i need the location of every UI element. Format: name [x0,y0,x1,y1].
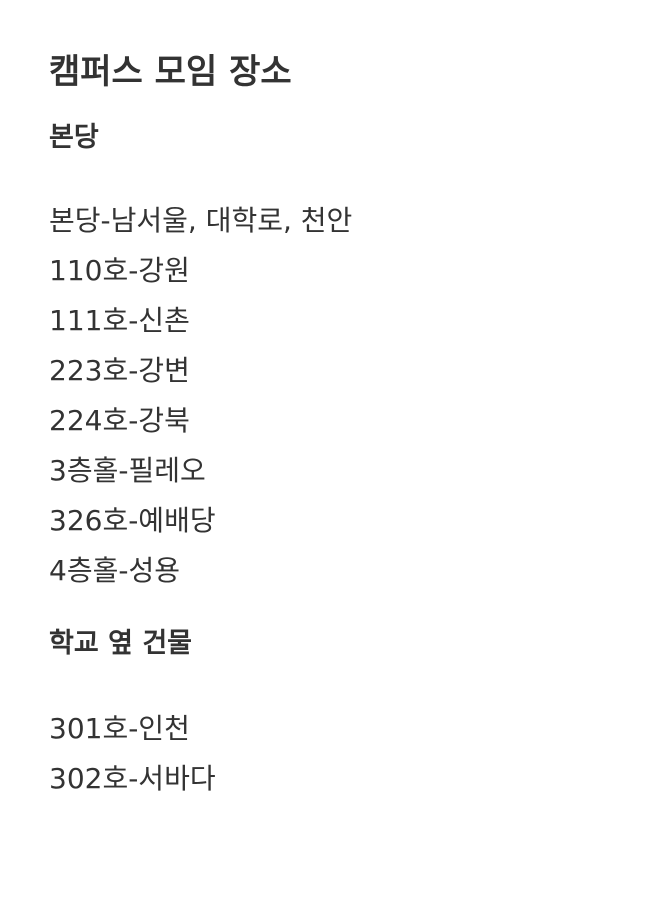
room-list: 301호-인천 302호-서바다 [49,704,652,804]
room-entry: 223호-강변 [49,354,190,387]
room-entry: 111호-신촌 [49,304,190,337]
room-entry: 본당-남서울, 대학로, 천안 [49,204,353,237]
room-list: 본당-남서울, 대학로, 천안 110호-강원 111호-신촌 223호-강변 … [49,196,652,596]
section-next-building: 학교 옆 건물 301호-인천 302호-서바다 [49,626,652,804]
section-main-building: 본당 본당-남서울, 대학로, 천안 110호-강원 111호-신촌 223호-… [49,120,652,596]
room-entry: 110호-강원 [49,254,190,287]
room-entry: 326호-예배당 [49,504,216,537]
section-heading: 학교 옆 건물 [49,628,192,659]
section-heading: 본당 [49,122,99,153]
room-entry: 4층홀-성용 [49,554,180,587]
room-entry: 301호-인천 [49,712,190,745]
room-entry: 224호-강북 [49,404,190,437]
page-title: 캠퍼스 모임 장소 [49,52,292,92]
room-entry: 3층홀-필레오 [49,454,206,487]
room-entry: 302호-서바다 [49,762,216,795]
